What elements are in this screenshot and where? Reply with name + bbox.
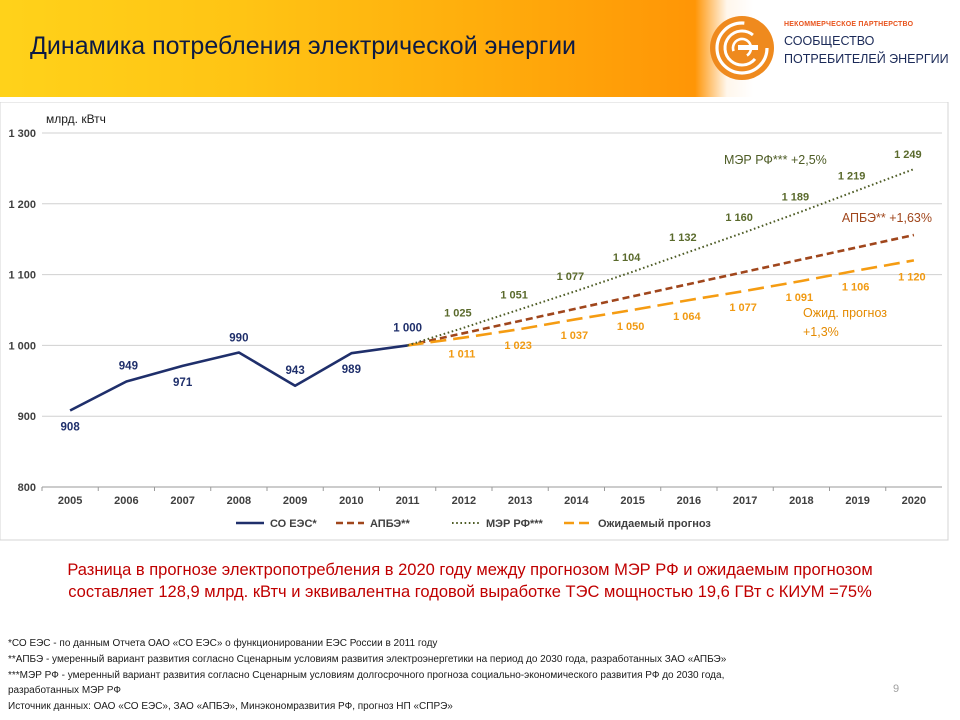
data-label: 971 [173,377,193,389]
data-label: 989 [342,364,361,376]
y-tick-label: 800 [18,482,36,494]
data-label: 1 132 [669,232,697,244]
series-line-apbe [407,233,915,347]
data-label: 1 189 [782,192,810,204]
data-label: 1 050 [617,321,645,333]
series-line-so-ees [69,344,408,412]
x-tick-label: 2018 [789,495,813,507]
org-name-line1: СООБЩЕСТВО [784,34,875,48]
chart-data-labels: 908 949 971 990 943 989 1 000 1 025 1 051 1 077 1 … [61,149,926,433]
data-label: 1 037 [561,330,589,342]
x-tick-label: 2012 [452,495,476,507]
page-title: Динамика потребления электрической энерг… [30,32,577,60]
org-name-line2: ПОТРЕБИТЕЛЕЙ ЭНЕРГИИ [784,52,949,66]
x-tick-label: 2006 [114,495,138,507]
data-label: 1 023 [504,340,532,352]
data-label: 1 000 [393,322,422,334]
footnote-2: **АПБЭ - умеренный вариант развития согл… [8,654,727,665]
energy-ring-logo-icon [710,16,774,80]
data-label: 1 051 [500,289,528,301]
legend-label-so-ees: СО ЕЭС* [270,518,317,530]
data-label: 1 025 [444,308,472,320]
y-axis-label: млрд. кВтч [46,112,106,126]
growth-annotation: АПБЭ** +1,63% [842,211,932,225]
data-label: 1 160 [725,212,753,224]
x-tick-label: 2019 [845,495,869,507]
x-axis: 2005 2006 2007 2008 2009 2010 2011 2012 2013 2014… [41,487,926,507]
chart-frame [0,102,949,541]
data-label: 1 091 [786,292,814,304]
x-tick-label: 2015 [620,495,644,507]
remark-line-2: составляет 128,9 млрд. кВтч и эквивалент… [68,583,872,601]
org-subtitle: НЕКОММЕРЧЕСКОЕ ПАРТНЕРСТВО [784,21,914,28]
x-tick-label: 2008 [227,495,251,507]
consumption-line-chart: 800 900 1 000 1 100 1 200 1 300 млрд. кВтч 200… [0,102,949,541]
y-tick-label: 900 [18,411,36,423]
growth-annotation: Ожид. прогноз [803,306,887,320]
footnote-3: ***МЭР РФ - умеренный вариант развития с… [8,670,725,681]
chart-series [69,168,915,412]
x-tick-label: 2009 [283,495,307,507]
series-line-mer [407,168,915,347]
x-tick-label: 2011 [396,495,420,507]
data-label: 1 249 [894,149,922,161]
x-tick-label: 2016 [677,495,701,507]
legend-label-expected: Ожидаемый прогноз [598,518,711,530]
legend-label-apbe: АПБЭ** [370,518,410,530]
x-tick-label: 2014 [564,495,589,507]
data-label: 1 104 [613,252,641,264]
x-tick-label: 2013 [508,495,532,507]
data-label: 1 106 [842,281,870,293]
remark-line-1: Разница в прогнозе электропотребления в … [67,561,873,579]
x-tick-label: 2005 [58,495,82,507]
footnote-source: Источник данных: ОАО «СО ЕЭС», ЗАО «АПБЭ… [8,701,453,712]
footnote-4: разработанных МЭР РФ [8,685,121,696]
data-label: 1 219 [838,170,866,182]
data-label: 949 [119,361,138,373]
page-number: 9 [893,683,900,695]
y-tick-label: 1 100 [8,270,36,282]
y-tick-label: 1 200 [8,199,36,211]
series-line-expected [407,259,915,347]
x-tick-label: 2010 [339,495,363,507]
data-label: 908 [61,422,81,434]
y-axis: 800 900 1 000 1 100 1 200 1 300 млрд. кВтч [8,112,105,494]
data-label: 1 011 [448,349,475,361]
x-tick-label: 2020 [902,495,926,507]
growth-annotation: +1,3% [803,325,839,339]
data-label: 1 077 [557,271,585,283]
chart-legend: СО ЕЭС* АПБЭ** МЭР РФ*** Ожидаемый прогноз [236,518,711,530]
footnote-1: *СО ЕЭС - по данным Отчета ОАО «СО ЕЭС» … [8,638,438,649]
growth-annotation: МЭР РФ*** +2,5% [724,153,827,167]
legend-label-mer: МЭР РФ*** [486,518,544,530]
x-tick-label: 2007 [170,495,194,507]
data-label: 943 [286,365,305,377]
data-label: 1 064 [673,311,701,323]
y-tick-label: 1 300 [8,128,36,140]
data-label: 1 077 [729,302,757,314]
data-label: 1 120 [898,271,926,283]
x-tick-label: 2017 [733,495,757,507]
data-label: 990 [229,332,248,344]
chart-annotations: МЭР РФ*** +2,5% АПБЭ** +1,63% Ожид. прогно… [724,153,932,339]
y-tick-label: 1 000 [8,340,36,352]
